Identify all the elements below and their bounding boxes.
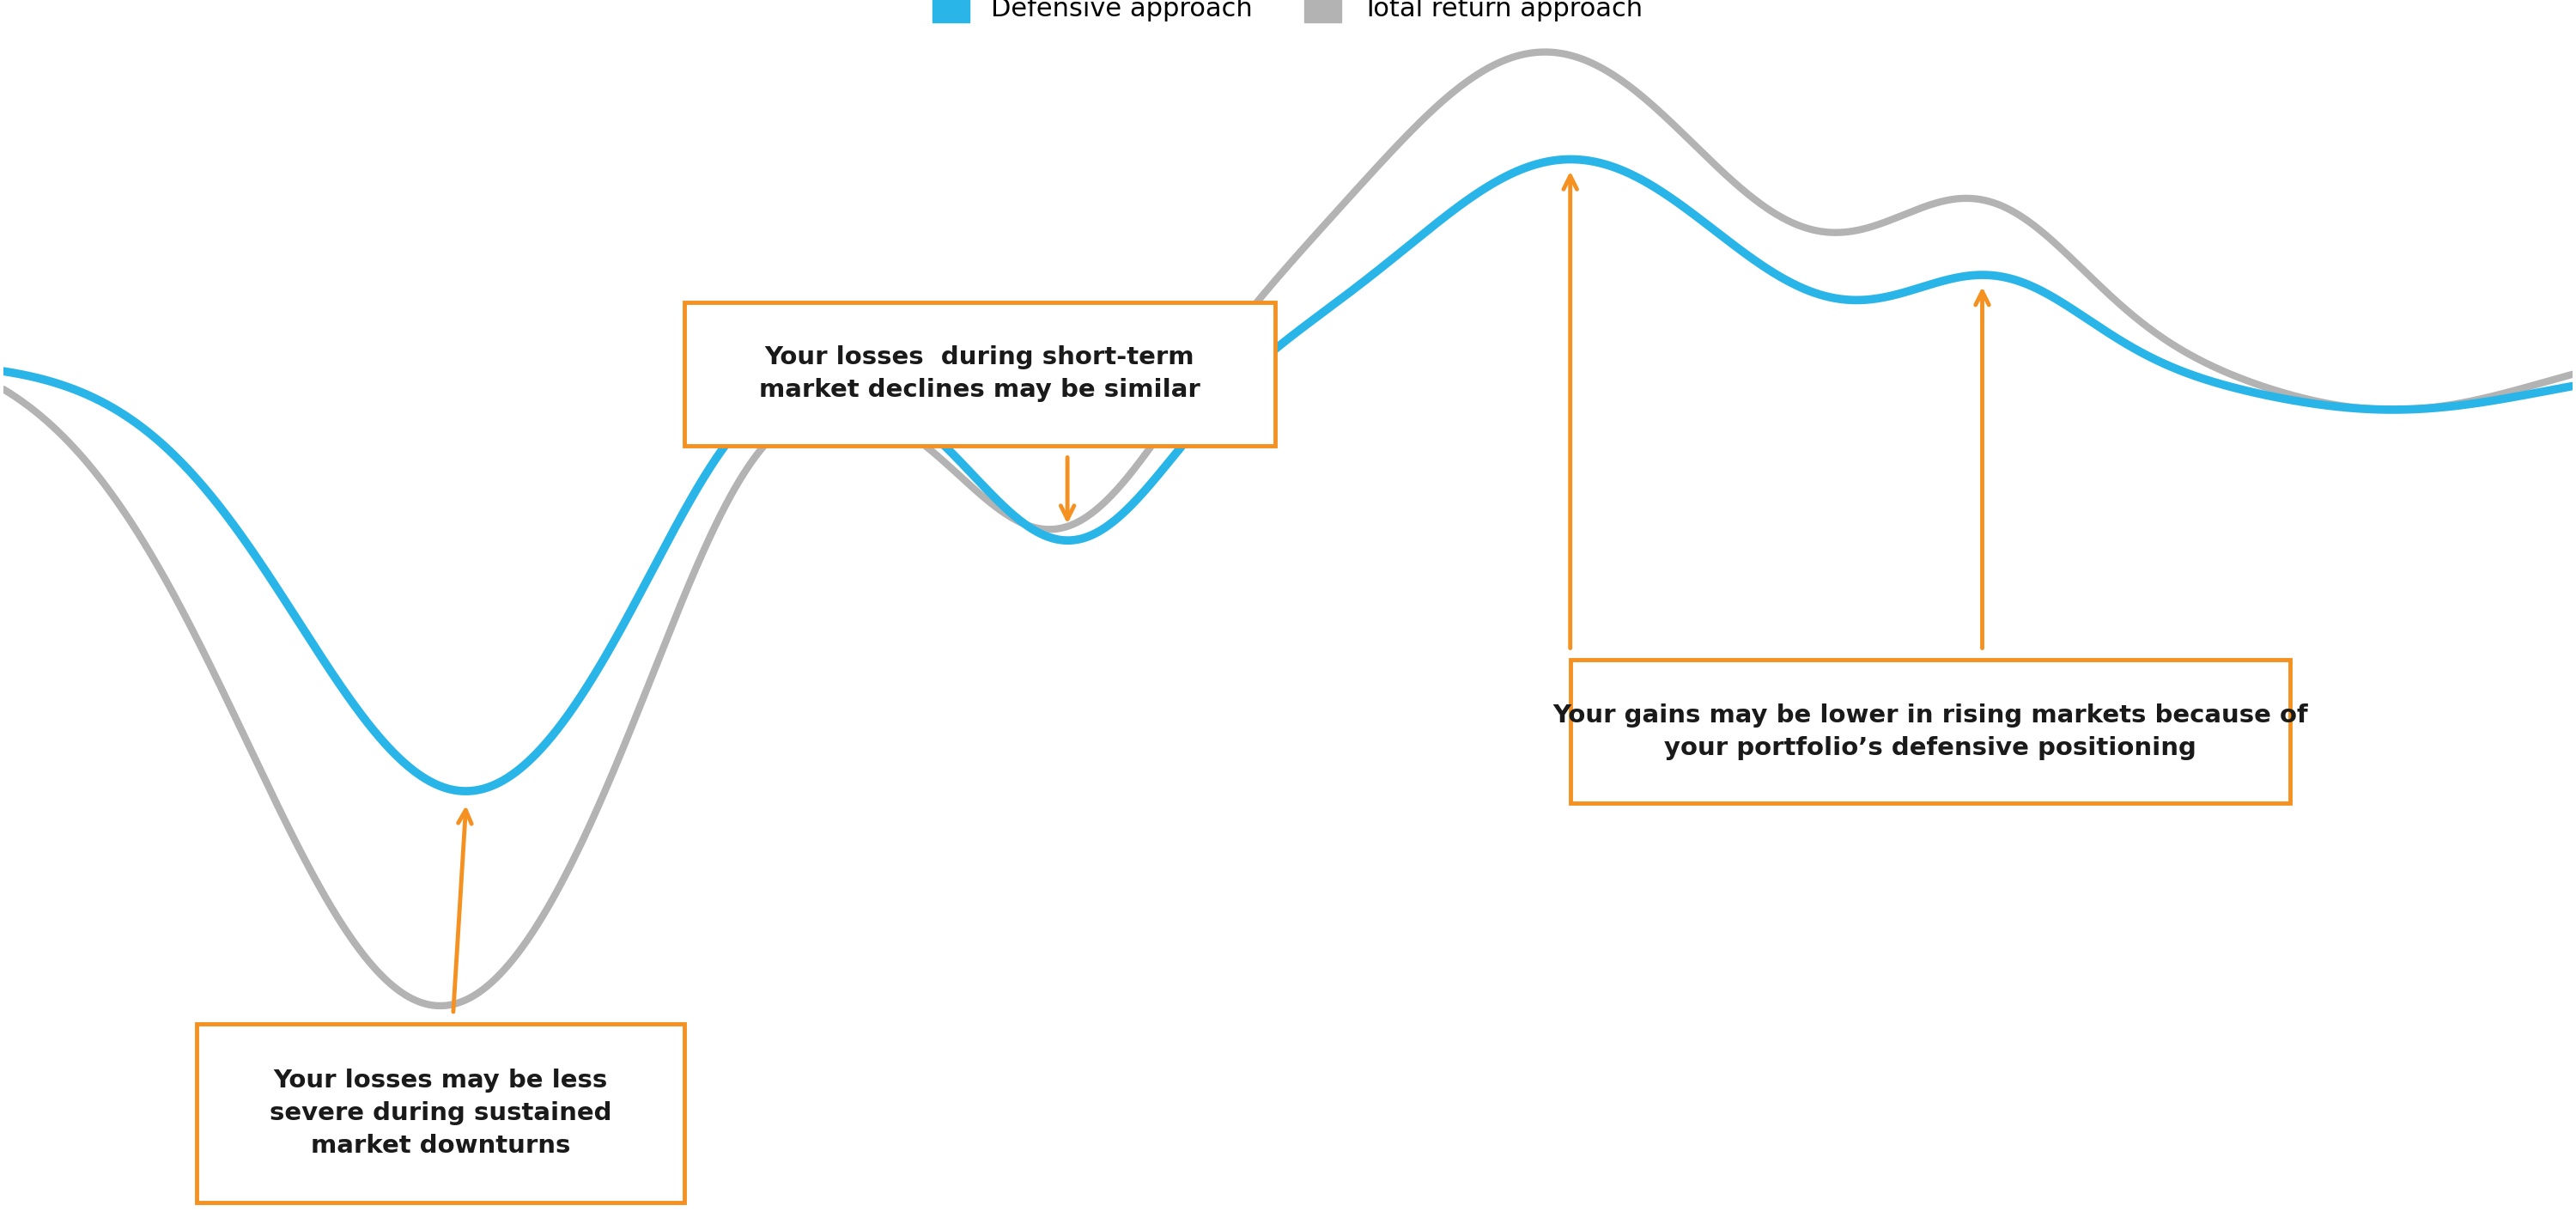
- FancyBboxPatch shape: [1571, 660, 2290, 803]
- FancyBboxPatch shape: [196, 1023, 685, 1202]
- Text: Your losses may be less
severe during sustained
market downturns: Your losses may be less severe during su…: [270, 1069, 611, 1158]
- Text: Your gains may be lower in rising markets because of
your portfolio’s defensive : Your gains may be lower in rising market…: [1553, 704, 2308, 760]
- Legend: Defensive approach, Total return approach: Defensive approach, Total return approac…: [933, 0, 1643, 22]
- Text: Your losses  during short-term
market declines may be similar: Your losses during short-term market dec…: [760, 345, 1200, 403]
- FancyBboxPatch shape: [685, 302, 1275, 446]
